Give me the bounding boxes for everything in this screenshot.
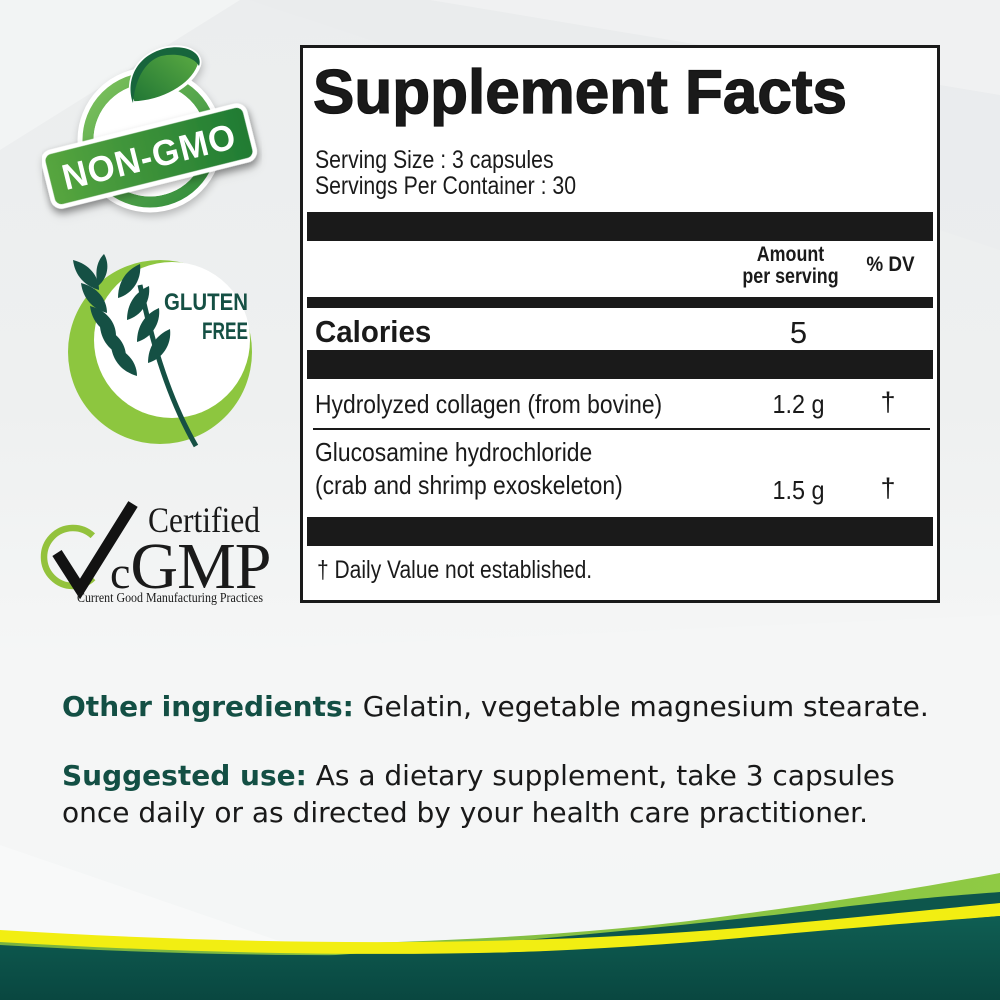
gluten-free-label-line2: FREE (202, 318, 248, 345)
cgmp-gmp-text: GMP (130, 530, 270, 603)
bg-facet (0, 615, 1000, 1000)
panel-title: Supplement Facts (312, 58, 847, 127)
cgmp-subtitle: Current Good Manufacturing Practices (77, 590, 263, 605)
column-header-dv: % DV (866, 253, 915, 276)
gluten-free-badge: GLUTEN FREE (68, 254, 252, 448)
ingredient-dv: † (880, 387, 896, 417)
wheat-icon (73, 254, 199, 448)
cgmp-certified-text: Certified (148, 500, 260, 540)
ingredient-amount: 1.5 g (772, 475, 825, 505)
serving-size: Serving Size : 3 capsules (315, 146, 554, 174)
supplement-facts-panel: Supplement Facts Serving Size : 3 capsul… (300, 45, 940, 603)
suggested-use-block: Suggested use: As a dietary supplement, … (62, 757, 954, 831)
column-header-amount: Amount per serving (712, 244, 869, 288)
swoosh-yellow-stripe (0, 903, 1000, 954)
separator-bar-thick (307, 212, 933, 241)
calories-value: 5 (789, 315, 808, 350)
ingredient-name-line2: (crab and shrimp exoskeleton) (315, 470, 623, 500)
other-ingredients-line: Other ingredients: Gelatin, vegetable ma… (62, 688, 962, 725)
daily-value-footnote: † Daily Value not established. (317, 556, 593, 584)
other-ingredients-label: Other ingredients: (62, 690, 354, 723)
leaf-icon (128, 45, 202, 105)
ingredient-dv: † (880, 473, 896, 503)
calories-label: Calories (315, 314, 432, 349)
gluten-free-label-line1: GLUTEN (164, 289, 248, 316)
separator-bar-thick (307, 517, 933, 546)
serving-info: Serving Size : 3 capsules Servings Per C… (315, 147, 622, 199)
ingredient-name: Hydrolyzed collagen (from bovine) (315, 389, 663, 419)
ingredient-row: Hydrolyzed collagen (from bovine) (315, 388, 710, 421)
row-divider (313, 428, 930, 430)
cgmp-c-text: c (110, 547, 130, 598)
ingredient-row: Glucosamine hydrochloride (crab and shri… (315, 436, 665, 502)
servings-per-container: Servings Per Container : 30 (315, 172, 577, 200)
svg-text:cGMP: cGMP (110, 530, 270, 603)
separator-bar-thick (307, 350, 933, 379)
amount-header-line1: Amount (756, 243, 825, 266)
suggested-use-label: Suggested use: (62, 759, 307, 792)
non-gmo-badge: NON-GMO (42, 45, 258, 213)
ingredient-name: Glucosamine hydrochloride (315, 437, 593, 467)
amount-header-line2: per serving (742, 265, 839, 288)
swoosh-teal-body (0, 916, 1000, 1000)
suggested-use-line1: Suggested use: As a dietary supplement, … (62, 757, 954, 794)
checkmark-icon (52, 501, 138, 600)
cgmp-logo: Certified cGMP Current Good Manufacturin… (40, 500, 271, 605)
ingredient-amount: 1.2 g (772, 389, 825, 419)
suggested-use-text: As a dietary supplement, take 3 capsules (306, 759, 895, 792)
separator-bar-thin (307, 297, 933, 308)
suggested-use-line2: once daily or as directed by your health… (62, 796, 869, 829)
other-ingredients-text: Gelatin, vegetable magnesium stearate. (353, 690, 929, 723)
